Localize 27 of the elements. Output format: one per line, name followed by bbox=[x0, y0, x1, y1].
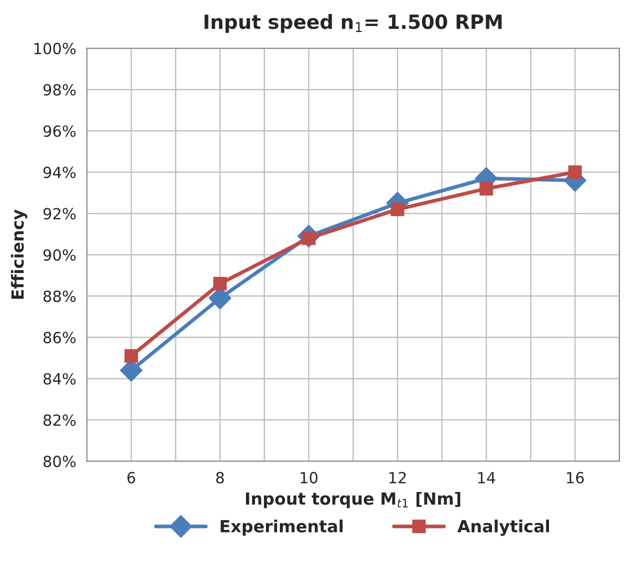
x-tick-label: 10 bbox=[300, 472, 318, 484]
y-tick-label: 82% bbox=[44, 414, 76, 426]
point bbox=[390, 202, 404, 216]
y-tick-label: 94% bbox=[43, 166, 76, 178]
legend-label: Experimental bbox=[220, 520, 343, 536]
y-tick-label: 84% bbox=[44, 373, 76, 385]
x-tick-label: 14 bbox=[478, 472, 496, 484]
point bbox=[480, 182, 494, 196]
y-tick-label: 88% bbox=[44, 290, 76, 302]
y-tick-label: 100% bbox=[34, 42, 76, 54]
x-tick-label: 6 bbox=[127, 472, 136, 484]
point bbox=[568, 165, 582, 179]
y-tick-label: 96% bbox=[43, 125, 76, 137]
point bbox=[124, 349, 138, 363]
y-axis-title: Efficiency bbox=[10, 210, 28, 299]
legend-label: Analytical bbox=[457, 520, 550, 536]
y-tick-label: 90% bbox=[43, 249, 76, 261]
x-tick-label: 16 bbox=[566, 472, 584, 484]
point bbox=[213, 276, 227, 290]
x-tick-label: 12 bbox=[389, 472, 406, 484]
y-tick-label: 80% bbox=[44, 456, 76, 468]
y-tick-label: 92% bbox=[43, 208, 76, 220]
x-tick-label: 8 bbox=[216, 472, 224, 484]
chart-title: Input speed n$_{1}$= 1.500 RPM bbox=[204, 14, 502, 33]
y-tick-label: 98% bbox=[43, 84, 76, 96]
x-axis-title: Inpout torque M$_{t1}$ [Nm] bbox=[246, 492, 460, 508]
y-tick-label: 86% bbox=[44, 332, 76, 344]
